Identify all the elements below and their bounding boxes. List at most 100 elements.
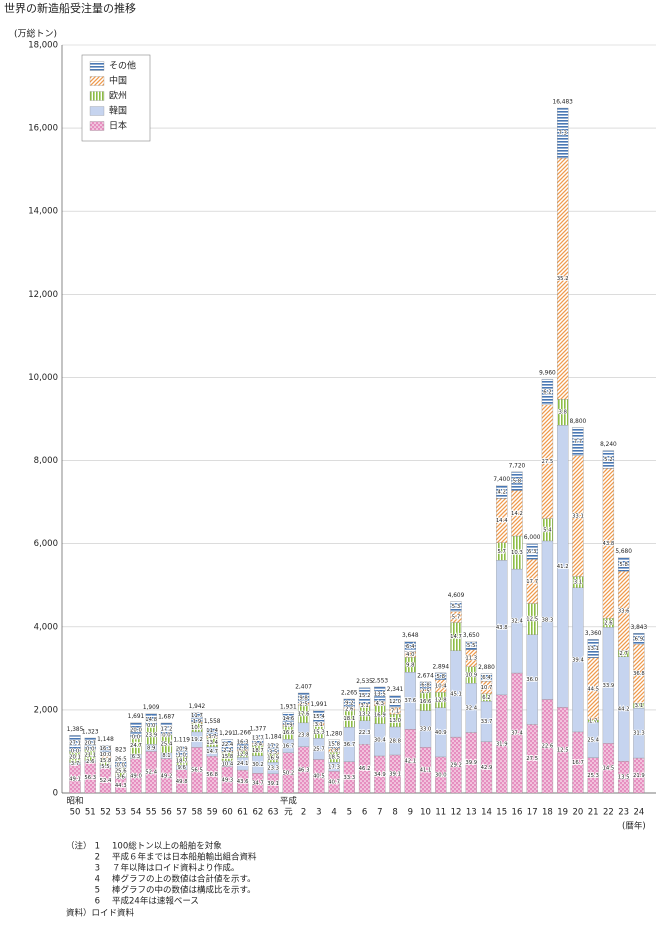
segment-label: 2.5 xyxy=(421,688,429,694)
x-tick-label: 10 xyxy=(420,808,431,818)
total-label: 2,341 xyxy=(387,687,404,693)
segment-label: 11.3 xyxy=(465,656,477,662)
legend-swatch xyxy=(89,76,105,86)
segment-label: 49.0 xyxy=(130,773,142,779)
total-label: 1,323 xyxy=(82,729,99,735)
segment-label: 16.6 xyxy=(282,730,294,736)
segment-label: 56.5 xyxy=(191,768,203,774)
segment-label: 43.6 xyxy=(237,779,249,785)
segment-label: 16.7 xyxy=(572,760,584,766)
segment-label: 6.3 xyxy=(132,754,140,760)
segment-label: 9.2 xyxy=(345,700,353,706)
total-label: 1,942 xyxy=(189,704,206,710)
bar-segment xyxy=(511,471,523,491)
segment-label: 25.3 xyxy=(587,773,599,779)
bar-segment xyxy=(496,485,508,499)
x-tick-label: 61 xyxy=(237,808,248,818)
notes-label: （注） xyxy=(66,841,92,852)
bar-segment xyxy=(206,728,218,736)
segment-label: 6.4 xyxy=(482,675,491,681)
note-number: 4 xyxy=(95,875,100,885)
segment-label: 15.8 xyxy=(222,754,234,760)
segment-label: 18.5 xyxy=(328,755,340,761)
legend-label: 中国 xyxy=(109,75,127,87)
segment-label: 2.5 xyxy=(299,702,307,708)
bar-segment xyxy=(358,687,371,704)
segment-label: 44.5 xyxy=(587,686,599,692)
total-label: 5,680 xyxy=(615,549,632,555)
note-number: 2 xyxy=(95,853,100,863)
total-label: 1,909 xyxy=(143,705,160,711)
segment-label: 14.7 xyxy=(450,634,462,640)
bar-segment xyxy=(450,601,462,612)
segment-label: 13.4 xyxy=(206,740,218,746)
segment-label: 3.7 xyxy=(71,761,79,767)
x-tick-label: 60 xyxy=(222,808,233,818)
x-tick-label: 2 xyxy=(301,808,306,818)
total-label: 7,720 xyxy=(509,463,526,469)
x-tick-label: 12 xyxy=(451,808,462,818)
bar-segment xyxy=(526,543,538,560)
bar-segment xyxy=(297,692,310,703)
page-title: 世界の新造船受注量の推移 xyxy=(4,1,136,15)
segment-label: 37.4 xyxy=(511,731,523,737)
segment-label: 5.4 xyxy=(543,527,552,533)
x-tick-label: 5 xyxy=(347,808,352,818)
segment-label: 15.2 xyxy=(359,693,371,699)
bar-segment xyxy=(374,686,386,702)
bar-segment xyxy=(69,735,81,752)
total-label: 1,119 xyxy=(173,738,190,744)
segment-label: 13.0 xyxy=(389,718,401,724)
total-label: 3,650 xyxy=(463,633,480,639)
bar-segment xyxy=(221,739,234,752)
segment-label: 10.4 xyxy=(435,684,447,690)
total-label: 16,483 xyxy=(553,100,574,106)
total-label: 6,000 xyxy=(524,535,541,541)
segment-label: 49.3 xyxy=(222,777,234,783)
segment-label: 39.1 xyxy=(389,771,401,777)
segment-label: 12.0 xyxy=(389,699,401,705)
bar-segment xyxy=(419,681,432,690)
segment-label: 2.2 xyxy=(223,748,231,754)
segment-label: 31.9 xyxy=(496,741,508,747)
segment-label: 5.8 xyxy=(437,674,446,680)
segment-label: 14.7 xyxy=(206,749,218,755)
segment-label: 9.8 xyxy=(406,662,415,668)
segment-label: 43.8 xyxy=(496,625,508,631)
legend-swatch xyxy=(89,61,105,71)
segment-label: 7.3 xyxy=(558,131,566,137)
segment-label: 16.3 xyxy=(237,740,249,746)
x-tick-label: 7 xyxy=(377,808,382,818)
total-label: 1,385 xyxy=(67,727,84,733)
bar-segment xyxy=(191,712,203,722)
segment-label: 22.6 xyxy=(542,744,554,750)
segment-label: 0.0 xyxy=(71,748,80,754)
segment-label: 10.9 xyxy=(465,673,477,679)
total-label: 1,691 xyxy=(128,714,145,720)
segment-label: 49.1 xyxy=(69,776,81,782)
bar-segment xyxy=(267,743,279,753)
segment-label: 24.1 xyxy=(237,761,249,767)
x-tick-label: 14 xyxy=(481,808,492,818)
segment-label: 28.8 xyxy=(389,738,401,744)
segment-label: 20.9 xyxy=(176,747,188,753)
x-tick-label: 57 xyxy=(176,808,187,818)
segment-label: 17.7 xyxy=(526,579,538,585)
segment-label: 33.7 xyxy=(481,719,493,725)
x-tick-label: 9 xyxy=(408,808,413,818)
segment-label: 49.2 xyxy=(161,773,173,779)
segment-label: 36.8 xyxy=(633,671,645,677)
segment-label: 33.9 xyxy=(603,683,615,689)
segment-label: 40.9 xyxy=(435,730,447,736)
segment-label: 10.7 xyxy=(191,725,203,731)
x-tick-label: 54 xyxy=(131,808,142,818)
segment-label: 22.4 xyxy=(222,742,234,748)
segment-label: 7.1 xyxy=(391,708,399,714)
segment-label: 11.7 xyxy=(191,713,203,719)
segment-label: 24.7 xyxy=(130,743,142,749)
segment-label: 1.7 xyxy=(589,719,597,725)
total-label: 1,148 xyxy=(97,737,114,743)
segment-label: 12.5 xyxy=(526,617,538,623)
x-axis-label: (暦年) xyxy=(622,821,646,832)
